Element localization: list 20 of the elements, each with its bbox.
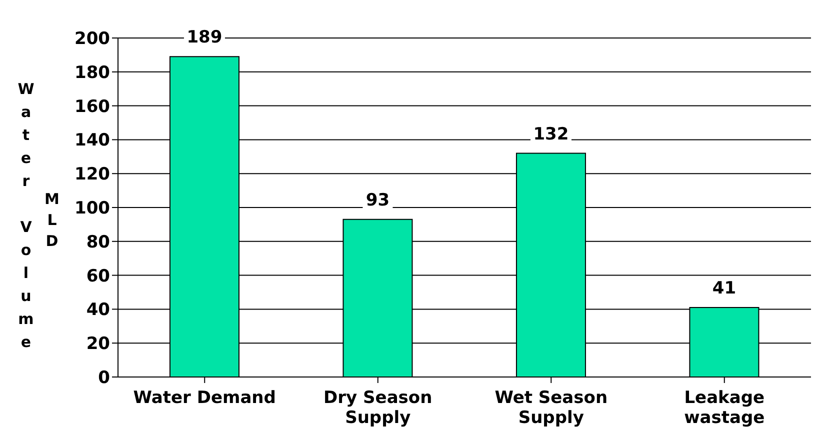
y-tick-label: 100 — [74, 198, 110, 219]
data-label: 41 — [712, 278, 736, 299]
x-tick-label: Dry Season Supply — [324, 388, 432, 428]
y-tick-label: 20 — [86, 334, 110, 354]
y-tick-label: 40 — [86, 300, 110, 320]
y-axis-title: Water Volume MLD — [17, 80, 61, 356]
x-tick-label: Water Demand — [133, 388, 276, 408]
x-tick-label: Wet Season Supply — [494, 388, 608, 428]
y-tick-label: 0 — [98, 368, 110, 388]
y-tick-label: 180 — [74, 62, 110, 83]
y-tick-label: 60 — [86, 266, 110, 286]
y-tick-label: 80 — [86, 232, 110, 252]
y-tick-label: 120 — [74, 164, 110, 185]
data-label: 132 — [533, 124, 569, 144]
y-tick-label: 200 — [74, 29, 110, 50]
y-tick-label: 160 — [74, 96, 110, 117]
y-tick-label: 140 — [74, 130, 110, 151]
data-label: 93 — [366, 190, 390, 210]
x-tick-label: Leakage wastage — [684, 388, 765, 428]
data-label: 189 — [186, 28, 222, 48]
